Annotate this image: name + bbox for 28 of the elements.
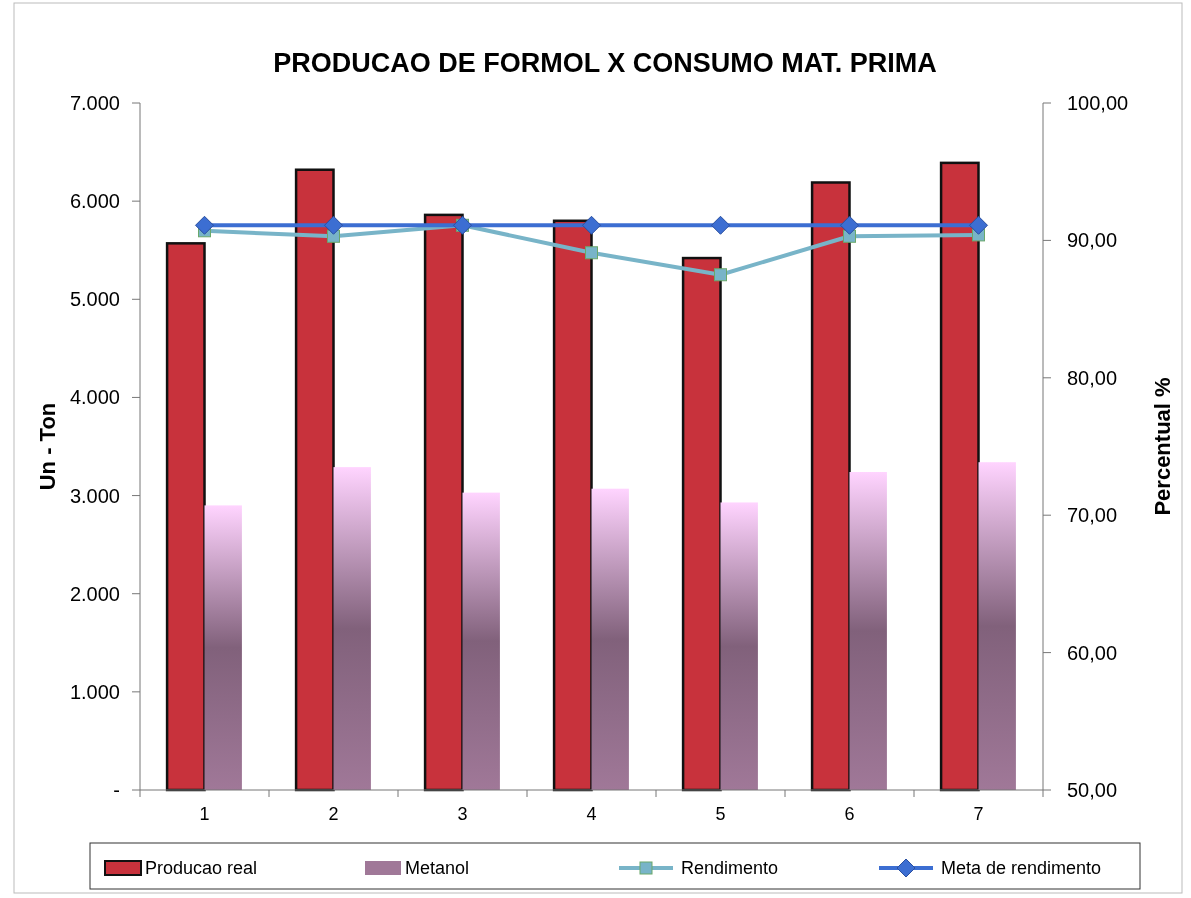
- legend-label: Producao real: [145, 858, 258, 878]
- y-tick-label: 1.000: [69, 680, 120, 703]
- y2-tick-label: 100,00: [1067, 92, 1129, 114]
- x-tick-label: 2: [328, 804, 339, 824]
- y-tick-label: 6.000: [69, 190, 120, 213]
- y-tick-label: -: [113, 779, 120, 801]
- y-axis-title: Un - Ton: [35, 402, 60, 491]
- y-tick-label: 4.000: [69, 386, 120, 409]
- y-tick-label: 7.000: [69, 92, 120, 114]
- y-tick-label: 5.000: [69, 288, 120, 311]
- x-tick-label: 1: [199, 804, 210, 824]
- y-tick-label: 3.000: [69, 484, 120, 507]
- y2-tick-label: 50,00: [1067, 779, 1118, 801]
- x-tick-label: 7: [973, 804, 984, 824]
- x-tick-label: 5: [715, 804, 726, 824]
- y2-axis-title: Percentual %: [1150, 377, 1175, 516]
- legend-label: Rendimento: [681, 858, 779, 878]
- x-tick-label: 3: [457, 804, 468, 824]
- chart-title: PRODUCAO DE FORMOL X CONSUMO MAT. PRIMA: [273, 48, 937, 78]
- x-tick-label: 4: [586, 804, 597, 824]
- y2-tick-label: 70,00: [1067, 504, 1118, 527]
- x-tick-label: 6: [844, 804, 855, 824]
- y2-tick-label: 60,00: [1067, 641, 1118, 664]
- legend-label: Metanol: [405, 858, 470, 878]
- y-tick-label: 2.000: [69, 582, 120, 605]
- y2-tick-label: 90,00: [1067, 229, 1118, 252]
- legend-label: Meta de rendimento: [941, 858, 1102, 878]
- y2-tick-label: 80,00: [1067, 366, 1118, 389]
